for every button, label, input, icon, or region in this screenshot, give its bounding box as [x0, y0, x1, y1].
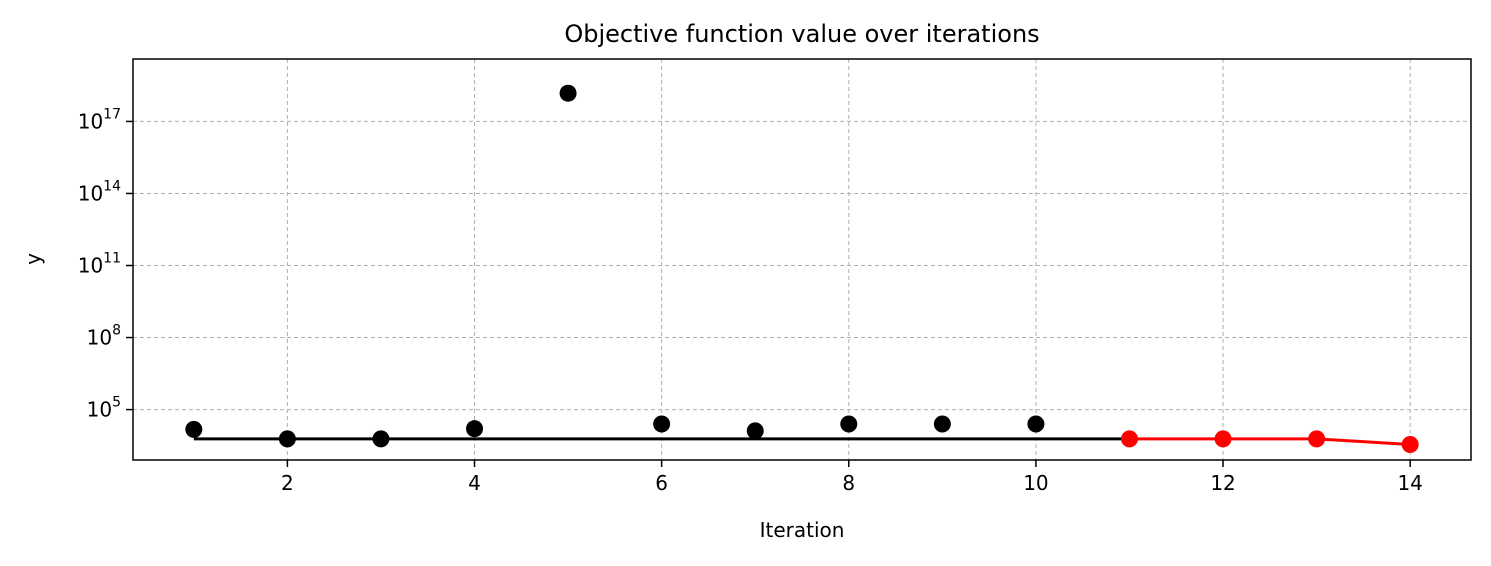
x-tick-label: 2	[281, 471, 294, 495]
y-tick-label: 1017	[78, 106, 121, 133]
x-axis-label: Iteration	[760, 518, 845, 542]
y-tick-exponent: 8	[112, 323, 121, 339]
y-tick-exponent: 11	[103, 251, 121, 267]
y-tick-base: 10	[78, 109, 103, 133]
x-tick-label: 4	[468, 471, 481, 495]
data-point	[933, 415, 951, 433]
data-point	[185, 420, 203, 438]
data-point	[559, 84, 577, 102]
plot-frame	[132, 58, 1472, 461]
y-tick-label: 105	[87, 395, 121, 422]
data-point	[1120, 430, 1138, 448]
chart-title: Objective function value over iterations	[564, 20, 1039, 48]
x-tick-label: 14	[1397, 471, 1422, 495]
data-point	[1308, 430, 1326, 448]
y-tick-exponent: 14	[103, 178, 121, 194]
grid-layer	[133, 59, 1471, 460]
y-tick-base: 10	[78, 181, 103, 205]
y-tick-base: 10	[87, 326, 112, 350]
data-point	[1401, 436, 1419, 454]
y-axis-label: y	[21, 253, 45, 265]
data-point	[278, 430, 296, 448]
x-tick-label: 6	[655, 471, 668, 495]
data-point	[746, 422, 764, 440]
y-tick-base: 10	[78, 254, 103, 278]
data-point	[653, 415, 671, 433]
y-tick-label: 108	[87, 323, 121, 350]
data-point	[840, 415, 858, 433]
recent-values-line	[1129, 437, 1411, 447]
y-tick-label: 1014	[78, 178, 121, 205]
x-tick-label: 12	[1210, 471, 1235, 495]
y-tick-label: 1011	[78, 251, 121, 278]
series-layer	[185, 84, 1419, 454]
data-point	[372, 430, 390, 448]
x-tick-label: 10	[1023, 471, 1048, 495]
y-tick-base: 10	[87, 398, 112, 422]
x-tick-label: 8	[842, 471, 855, 495]
data-point	[1214, 430, 1232, 448]
y-tick-exponent: 17	[103, 106, 121, 122]
data-point	[466, 420, 484, 438]
y-tick-exponent: 5	[112, 395, 121, 411]
data-point	[1027, 415, 1045, 433]
